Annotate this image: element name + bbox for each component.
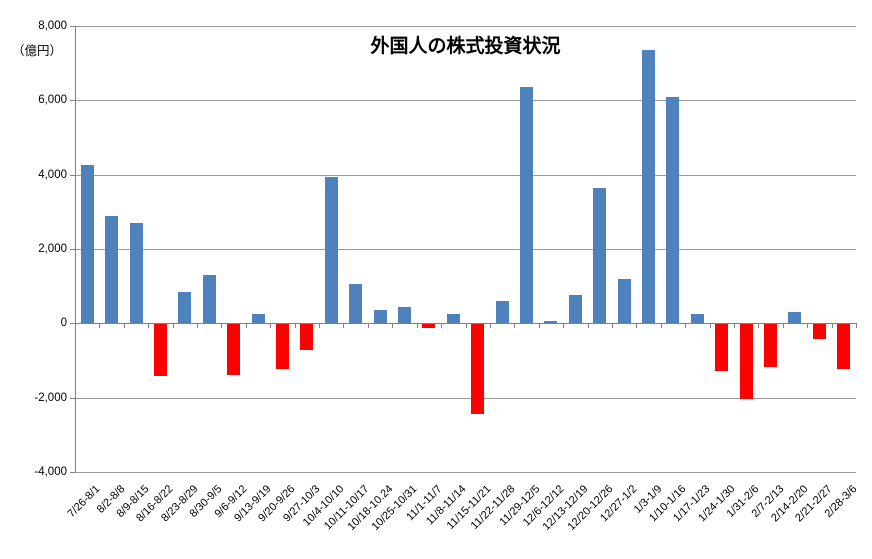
y-axis-tick [70,249,75,250]
x-axis-tick [99,323,101,329]
bar-positive [446,314,460,324]
x-axis-tick [294,323,296,329]
bar-positive [202,275,216,324]
bar-positive [666,96,680,324]
bar-positive [568,295,582,324]
y-axis-tick-label: 6,000 [38,94,67,107]
x-axis-tick [660,323,662,329]
y-axis-tick [70,323,75,325]
gridline [75,249,856,250]
y-axis-tick-label: 0 [60,317,67,330]
bar-negative [764,324,778,368]
y-axis-tick-label: 2,000 [38,243,67,255]
bar-negative [227,324,241,375]
y-axis-tick [70,174,75,176]
bar-negative [837,324,851,369]
gridline [75,174,856,176]
bar-positive [642,50,656,324]
x-axis-tick [416,323,418,329]
x-axis-tick [856,323,857,329]
x-axis-tick [221,323,223,329]
x-axis-tick [709,323,711,329]
x-axis-tick [75,323,76,329]
bar-negative [739,324,753,399]
y-axis-tick [70,26,75,27]
x-axis-tick [270,323,272,329]
bar-positive [617,278,631,324]
bar-positive [495,301,509,324]
bar-negative [422,324,436,329]
bar-negative [715,324,729,371]
x-axis-tick [319,323,321,329]
x-axis-tick [807,323,809,329]
y-axis-tick [70,472,75,473]
x-axis-tick [782,323,784,329]
x-axis-tick [489,323,491,329]
gridline [75,472,856,473]
x-axis-tick [587,323,589,329]
x-axis-tick [197,323,199,329]
bar-positive [788,312,802,324]
y-axis-unit-label: （億円） [12,44,63,58]
y-axis-tick-label: 8,000 [38,20,67,32]
x-axis-tick [123,323,125,329]
gridline [75,26,856,27]
bar-positive [251,314,265,324]
y-axis-tick-label: 4,000 [38,168,67,181]
bar-positive [397,306,411,324]
bar-positive [544,321,558,324]
y-axis-tick-label: -4,000 [34,466,67,478]
bar-positive [690,314,704,324]
x-axis-tick [392,323,394,329]
gridline [75,397,856,399]
x-axis-tick [148,323,150,329]
bar-positive [129,222,143,324]
bar-positive [324,176,338,324]
bar-negative [300,324,314,351]
y-axis-line [75,26,76,472]
x-axis-tick-label: 7/26-8/1 [65,483,103,521]
x-axis-tick [514,323,516,329]
bar-positive [80,165,94,324]
bar-negative [275,324,289,369]
x-axis-tick [172,323,174,329]
x-axis-tick [636,323,638,329]
y-axis-tick [70,397,75,399]
x-axis-tick [343,323,345,329]
bar-positive [105,215,119,324]
chart-title: 外国人の株式投資状況 [370,36,561,57]
x-axis-tick [245,323,247,329]
bar-positive [178,291,192,324]
x-axis-tick [831,323,833,329]
x-axis-tick [465,323,467,329]
x-axis-tick [685,323,687,329]
x-axis-tick [367,323,369,329]
y-axis-tick-label: -2,000 [34,391,67,404]
bar-positive [593,187,607,324]
bar-negative [471,324,485,414]
x-axis-tick [758,323,760,329]
x-axis-tick [611,323,613,329]
x-axis-tick [538,323,540,329]
bar-negative [153,324,167,377]
x-axis-tick [563,323,565,329]
x-axis-tick [441,323,443,329]
bar-positive [349,284,363,324]
x-axis-tick [733,323,735,329]
y-axis-tick [70,100,75,102]
bar-positive [520,87,534,324]
bar-negative [812,324,826,340]
gridline [75,100,856,102]
bar-positive [373,310,387,324]
